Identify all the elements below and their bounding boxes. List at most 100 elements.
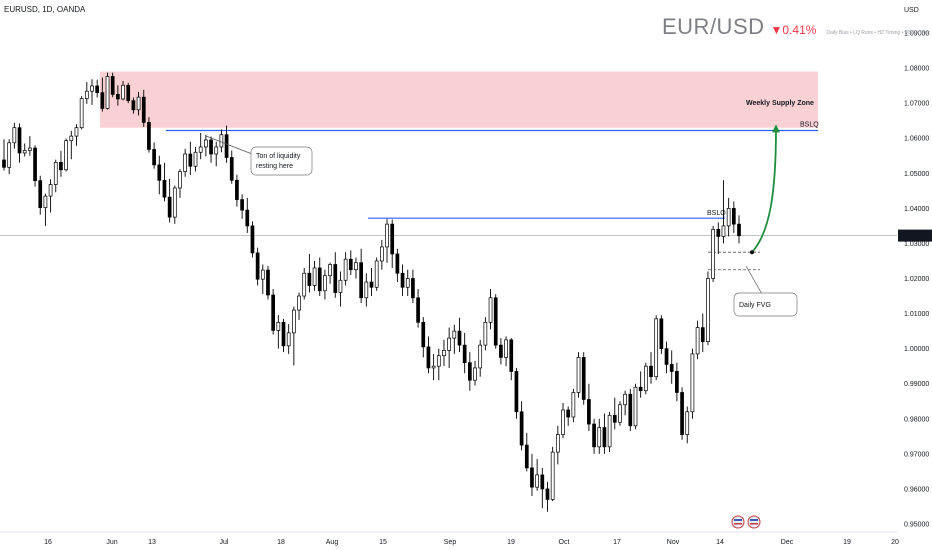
candle-body <box>452 330 457 339</box>
candle-body <box>721 225 726 237</box>
candle-body <box>147 122 151 150</box>
candle-body <box>193 151 198 167</box>
candle-body <box>483 321 488 346</box>
candle-body <box>390 223 395 255</box>
fvg-note: Daily FVG <box>739 302 771 309</box>
price-tick-label: 1.00000 <box>904 346 929 353</box>
candle-body <box>416 297 420 323</box>
candle-body <box>628 393 633 427</box>
candle-body <box>43 195 48 209</box>
candle-body <box>436 355 441 367</box>
price-tick-label: 1.07000 <box>904 101 929 108</box>
candle-body <box>281 321 286 347</box>
candle-body <box>411 278 415 299</box>
time-tick-label: 18 <box>277 539 285 546</box>
candle-body <box>2 159 6 168</box>
flag-icon-us-2[interactable] <box>747 515 761 529</box>
bslq-lower-label: BSLQ <box>707 210 726 217</box>
symbol-title[interactable]: EURUSD, 1D, OANDA <box>4 5 86 14</box>
time-axis-ticks[interactable]: 16 Jun 13 Jul 18 Aug 15 Sep 19 Oct 17 Nov 14 Dec 19 20 <box>44 539 899 546</box>
candle-body <box>530 467 534 488</box>
candle-body <box>292 309 296 334</box>
candle-body <box>695 327 700 355</box>
candle-body <box>364 281 369 299</box>
candle-body <box>550 451 555 500</box>
time-tick-label: Jul <box>220 539 229 546</box>
candle-body <box>348 258 353 271</box>
time-tick-label: 17 <box>613 539 621 546</box>
candle-body <box>7 142 12 168</box>
candle-body <box>618 404 622 423</box>
candle-body <box>602 427 607 448</box>
candle-body <box>457 330 462 346</box>
candle-body <box>535 474 539 488</box>
candle-body <box>297 295 301 311</box>
candle-body <box>307 272 312 286</box>
time-tick-label: 15 <box>379 539 387 546</box>
price-axis[interactable] <box>897 0 932 550</box>
candle-body <box>706 278 710 342</box>
candle-body <box>90 85 94 92</box>
candle-body <box>74 127 79 137</box>
candle-body <box>235 179 239 200</box>
candle-body <box>33 147 37 182</box>
candle-body <box>607 414 612 448</box>
candle-body <box>421 321 426 348</box>
candle-body <box>286 332 291 347</box>
price-tick-label: 1.03000 <box>904 241 929 248</box>
fvg-callout-pointer <box>745 265 763 295</box>
candle-body <box>447 337 451 351</box>
candle-body <box>214 146 219 155</box>
candle-body <box>271 294 276 331</box>
candle-body <box>198 146 203 153</box>
candle-body <box>183 153 188 172</box>
candle-body <box>126 84 131 102</box>
candle-body <box>343 258 348 281</box>
candle-body <box>385 223 389 248</box>
candle-body <box>587 399 591 425</box>
time-tick-label: Nov <box>667 539 680 546</box>
change-percent: ▼0.41% <box>770 23 817 37</box>
candle-body <box>12 127 17 144</box>
candle-body <box>28 147 32 151</box>
candle-body <box>245 209 250 227</box>
candle-body <box>426 346 431 369</box>
candle-body <box>79 98 84 129</box>
projection-arrow <box>751 128 777 253</box>
candle-body <box>592 423 596 448</box>
candle-body <box>136 96 141 111</box>
candle-body <box>172 187 177 218</box>
strategy-tags: Daily Bias • LQ Runs • HZ Timing • MSS •… <box>826 30 930 36</box>
time-tick-label: Dec <box>781 539 794 546</box>
candle-body <box>514 371 519 413</box>
candle-body <box>685 411 690 435</box>
candle-body <box>338 279 343 293</box>
candle-body <box>100 92 105 109</box>
candle-body <box>105 76 110 109</box>
candle-body <box>467 362 472 381</box>
candle-body <box>204 139 208 148</box>
candle-body <box>680 392 684 435</box>
last-price-badge <box>898 229 932 242</box>
price-tick-label: 1.05000 <box>904 171 929 178</box>
candle-body <box>488 297 493 323</box>
price-tick-label: 1.02000 <box>904 276 929 283</box>
headline: EUR/USD ▼0.41% Daily Bias • LQ Runs • HZ… <box>662 14 930 40</box>
flag-icon-us-1[interactable] <box>731 515 745 529</box>
candle-body <box>38 180 43 209</box>
candle-body <box>612 414 617 423</box>
candle-body <box>369 281 374 288</box>
supply-zone-label: Weekly Supply Zone <box>746 100 814 107</box>
candle-body <box>152 149 156 166</box>
price-tick-label: 0.99000 <box>904 381 929 388</box>
candle-body <box>716 229 721 237</box>
candle-body <box>700 327 705 342</box>
candle-body <box>121 84 125 100</box>
candle-body <box>219 134 224 148</box>
candle-body <box>649 365 653 378</box>
candle-body <box>224 134 229 158</box>
candle-body <box>323 275 327 292</box>
candle-body <box>555 434 560 453</box>
candle-body <box>405 278 410 288</box>
